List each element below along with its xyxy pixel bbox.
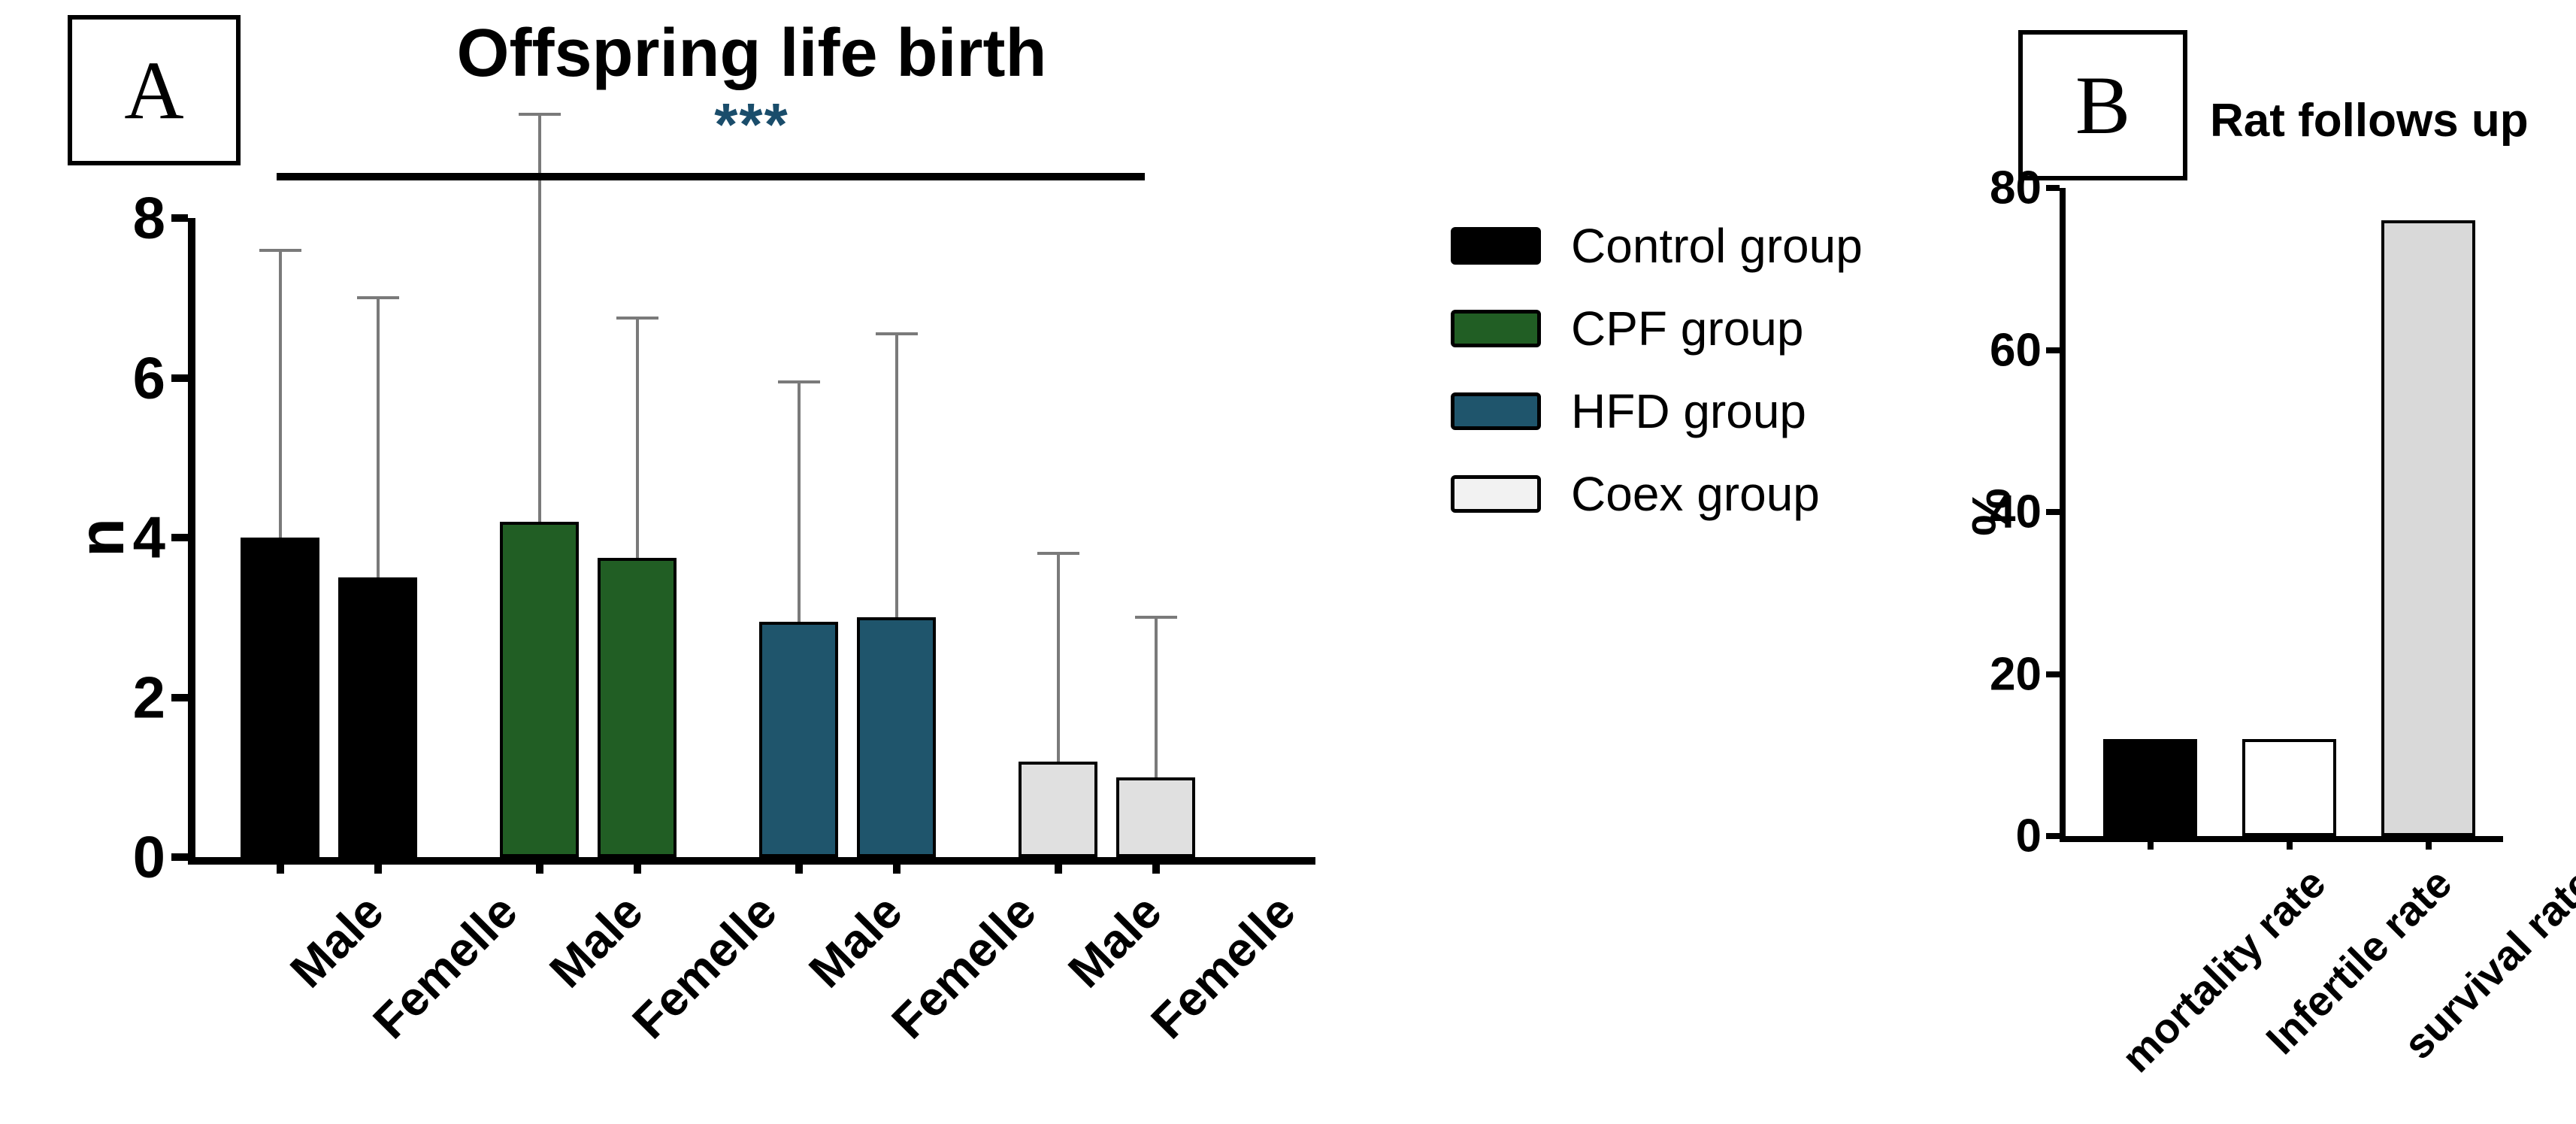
chart-a-xtick — [634, 857, 641, 874]
chart-b-bar — [2103, 739, 2197, 836]
chart-a-sig-line — [277, 173, 1145, 180]
chart-a-bar — [1019, 762, 1097, 858]
chart-a-bar — [759, 622, 838, 857]
chart-a-bar — [338, 577, 417, 857]
chart-a-xtick — [893, 857, 901, 874]
legend-label: Control group — [1571, 218, 1863, 274]
legend-swatch — [1451, 227, 1541, 265]
chart-b-yticklabel: 60 — [1990, 323, 2042, 377]
chart-a-bar — [241, 538, 319, 857]
chart-a-xtick — [374, 857, 382, 874]
legend-swatch — [1451, 475, 1541, 513]
legend-label: HFD group — [1571, 383, 1806, 439]
legend-label: Coex group — [1571, 466, 1820, 522]
chart-b-bar — [2242, 739, 2336, 836]
legend-swatch — [1451, 392, 1541, 430]
chart-a-bar — [1116, 777, 1195, 857]
chart-a-yticklabel: 2 — [133, 663, 165, 732]
chart-a-errorbar — [636, 318, 639, 558]
chart-a-errorbar — [1155, 617, 1158, 777]
chart-a-xticklabel: Femelle — [1140, 883, 1306, 1050]
chart-b-yticklabel: 40 — [1990, 486, 2042, 539]
chart-a-errorbar-cap — [357, 296, 399, 299]
chart-b-ytick — [2046, 185, 2060, 191]
chart-b-ytick — [2046, 671, 2060, 677]
chart-a-ytick — [171, 374, 188, 382]
chart-a-xtick — [1055, 857, 1062, 874]
chart-a-errorbar-cap — [876, 332, 918, 335]
chart-b-ytick — [2046, 509, 2060, 515]
chart-a-yticklabel: 4 — [133, 504, 165, 572]
chart-a-ytick — [171, 214, 188, 222]
chart-b-bar — [2381, 220, 2475, 836]
chart-a-xticklabel: Male — [1057, 883, 1172, 998]
figure-root: A Offspring life birth *** n 02468MaleFe… — [0, 0, 2576, 1124]
chart-b-xtick — [2426, 836, 2432, 850]
chart-a-ytick — [171, 694, 188, 701]
legend-item: HFD group — [1451, 383, 1863, 439]
chart-a-errorbar-cap — [616, 317, 658, 320]
chart-a-errorbar-cap — [519, 113, 561, 116]
chart-a-ylabel: n — [65, 518, 139, 557]
chart-b: Rat follows up % 020406080mortality rate… — [2014, 98, 2541, 850]
chart-a-legend: Control group CPF group HFD group Coex grou… — [1451, 218, 1863, 549]
chart-a-bar — [857, 617, 936, 857]
chart-a-significance: *** — [714, 90, 789, 159]
chart-a-errorbar-cap — [778, 380, 820, 383]
chart-a-ytick — [171, 853, 188, 861]
chart-a-title: Offspring life birth — [457, 15, 1047, 92]
chart-a-xticklabel: Male — [279, 883, 394, 998]
chart-a-errorbar-cap — [1135, 616, 1177, 619]
chart-b-plot-area: % 020406080mortality rateInfertile rates… — [2060, 188, 2503, 842]
chart-b-xtick — [2287, 836, 2293, 850]
legend-label: CPF group — [1571, 301, 1803, 356]
chart-a-xticklabel: Femelle — [880, 883, 1046, 1050]
legend-item: CPF group — [1451, 301, 1863, 356]
chart-a-errorbar — [1057, 553, 1060, 761]
chart-a-bar — [598, 558, 677, 857]
chart-a-errorbar — [895, 334, 898, 617]
legend-item: Control group — [1451, 218, 1863, 274]
chart-a-errorbar-cap — [1037, 552, 1079, 555]
chart-a-xticklabel: Male — [538, 883, 653, 998]
legend-item: Coex group — [1451, 466, 1863, 522]
chart-a-xtick — [277, 857, 284, 874]
chart-b-yticklabel: 80 — [1990, 162, 2042, 215]
chart-a-yticklabel: 0 — [133, 823, 165, 892]
chart-a-xticklabel: Male — [798, 883, 913, 998]
chart-a-plot-area: n 02468MaleFemelleMaleFemelleMaleFemelle… — [188, 218, 1315, 865]
chart-a-ytick — [171, 534, 188, 541]
chart-a-xtick — [536, 857, 543, 874]
chart-a-bar — [500, 522, 579, 857]
chart-b-ytick — [2046, 347, 2060, 353]
chart-a-errorbar — [377, 298, 380, 577]
chart-a-errorbar — [279, 250, 282, 538]
chart-a-xticklabel: Femelle — [621, 883, 787, 1050]
chart-a-yticklabel: 8 — [133, 184, 165, 253]
chart-a-xtick — [795, 857, 803, 874]
chart-b-title: Rat follows up — [2210, 94, 2529, 147]
chart-a-xticklabel: Femelle — [362, 883, 528, 1050]
chart-a-xtick — [1152, 857, 1160, 874]
legend-swatch — [1451, 310, 1541, 347]
chart-a: Offspring life birth *** n 02468MaleFeme… — [158, 30, 1346, 872]
chart-b-yticklabel: 20 — [1990, 647, 2042, 701]
chart-b-ytick — [2046, 833, 2060, 839]
chart-a-errorbar — [798, 382, 801, 622]
chart-a-yticklabel: 6 — [133, 344, 165, 412]
chart-b-yticklabel: 0 — [2016, 810, 2042, 863]
chart-b-xtick — [2148, 836, 2154, 850]
chart-a-errorbar-cap — [259, 249, 301, 252]
